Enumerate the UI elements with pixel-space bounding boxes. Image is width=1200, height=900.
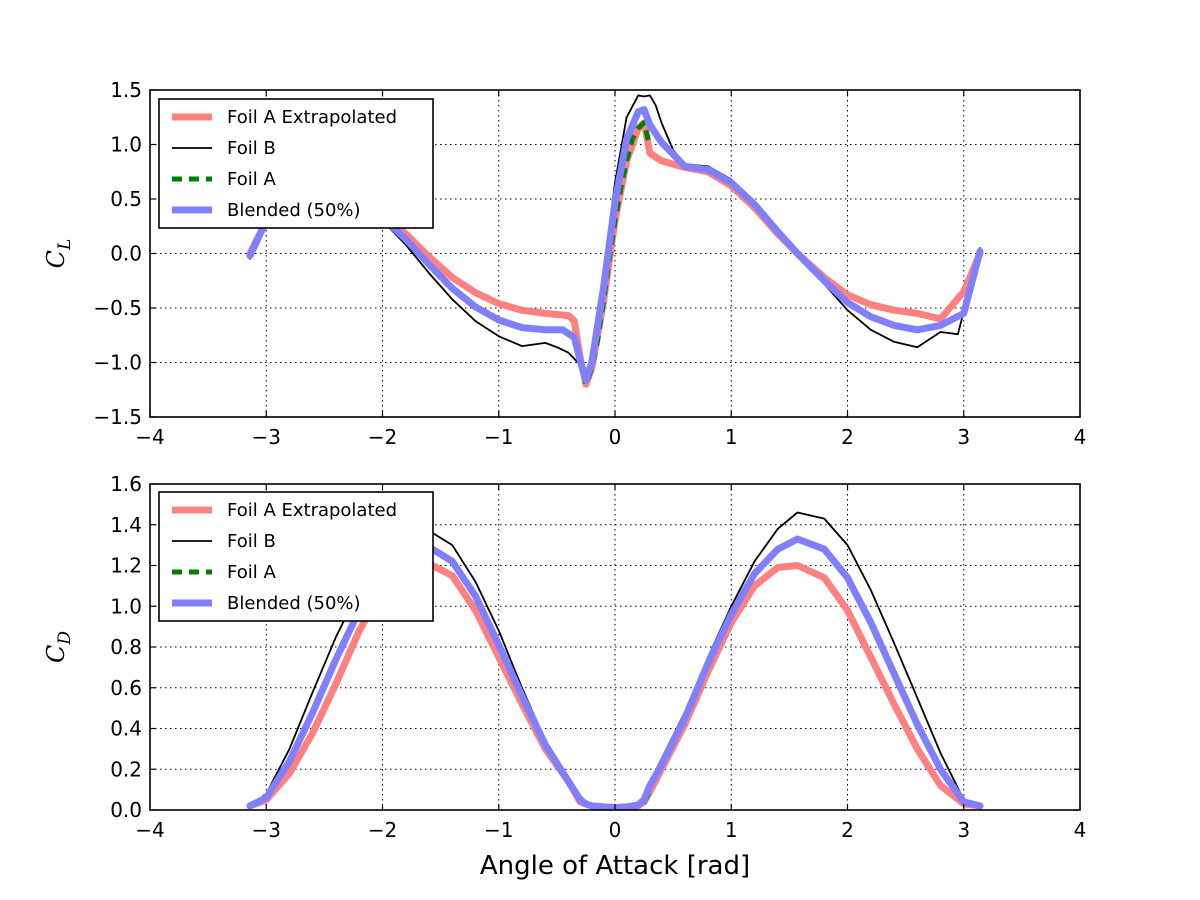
cd-y-tick-label: 1.6 <box>110 472 142 496</box>
cl-legend: Foil A Extrapolated Foil B Foil A Blended (… <box>158 98 434 229</box>
cd-x-tick-label: 3 <box>957 818 970 842</box>
cl-y-tick-label: 0.5 <box>110 187 142 211</box>
cl-y-tick-label: 1.5 <box>110 78 142 102</box>
cl-x-tick-label: −3 <box>252 425 281 449</box>
cd-legend-label: Foil A <box>227 562 276 583</box>
cd-x-tick-label: 4 <box>1074 818 1087 842</box>
cl-x-tick-label: −2 <box>368 425 397 449</box>
drag-coefficient-subplot: −4 −3 −2 −1 0 1 2 3 4 0.0 0.2 0.4 0.6 0.8 1.0 1.2 1.4 1.6… <box>42 472 1086 842</box>
cd-y-tick-label: 0.6 <box>110 676 142 700</box>
cd-y-tick-label: 1.2 <box>110 554 142 578</box>
cd-y-tick-label: 0.4 <box>110 717 142 741</box>
cl-y-tick-label: 0.0 <box>110 242 142 266</box>
cd-y-tick-label: 0.2 <box>110 757 142 781</box>
cl-legend-label: Foil B <box>227 138 276 159</box>
cd-x-tick-label: −1 <box>484 818 513 842</box>
cl-x-tick-label: 3 <box>957 425 970 449</box>
cd-y-tick-label: 1.4 <box>110 513 142 537</box>
cd-x-tick-label: 1 <box>725 818 738 842</box>
cl-x-tick-label: 4 <box>1074 425 1087 449</box>
cl-y-axis-label: CL <box>42 239 75 269</box>
cd-y-axis-label: CD <box>42 631 75 663</box>
cl-x-tick-label: 0 <box>609 425 622 449</box>
cd-x-tick-label: 2 <box>841 818 854 842</box>
cl-legend-label: Blended (50%) <box>227 200 361 221</box>
cd-x-tick-label: −2 <box>368 818 397 842</box>
cl-y-tick-label: 1.0 <box>110 133 142 157</box>
cd-legend-label: Foil A Extrapolated <box>227 500 397 521</box>
cd-legend: Foil A Extrapolated Foil B Foil A Blended (… <box>158 491 434 622</box>
cl-y-tick-label: −1.0 <box>93 351 142 375</box>
cl-legend-label: Foil A <box>227 169 276 190</box>
cd-y-tick-label: 1.0 <box>110 594 142 618</box>
cd-x-tick-label: −3 <box>252 818 281 842</box>
cd-y-tick-label: 0.0 <box>110 798 142 822</box>
x-axis-label: Angle of Attack [rad] <box>480 851 750 881</box>
cl-legend-label: Foil A Extrapolated <box>227 107 397 128</box>
cd-legend-label: Blended (50%) <box>227 593 361 614</box>
cl-x-tick-label: 2 <box>841 425 854 449</box>
lift-coefficient-subplot: −4 −3 −2 −1 0 1 2 3 4 −1.5 −1.0 −0.5 0.0 0.5 1.0 1.5 CL F… <box>42 78 1086 449</box>
cd-legend-label: Foil B <box>227 531 276 552</box>
cl-x-tick-label: −4 <box>135 425 164 449</box>
cl-x-tick-label: −1 <box>484 425 513 449</box>
cl-x-tick-label: 1 <box>725 425 738 449</box>
cd-x-tick-label: −4 <box>135 818 164 842</box>
cd-y-tick-label: 0.8 <box>110 635 142 659</box>
cl-y-tick-label: −0.5 <box>93 296 142 320</box>
cl-y-tick-label: −1.5 <box>93 405 142 429</box>
cd-x-tick-label: 0 <box>609 818 622 842</box>
